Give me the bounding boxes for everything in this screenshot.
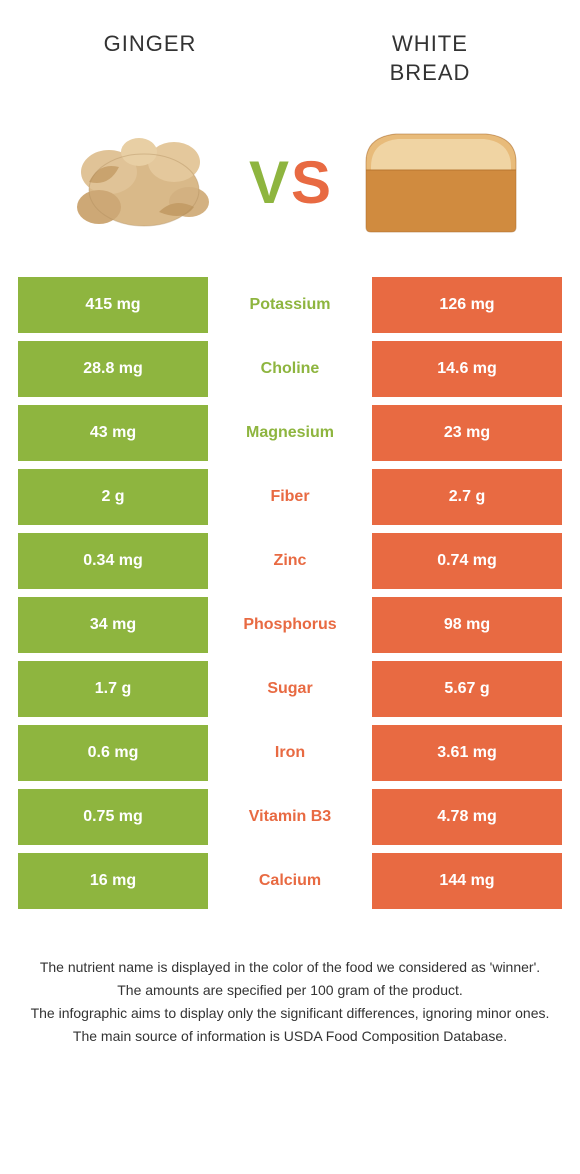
left-value: 0.34 mg	[18, 533, 208, 589]
table-row: 1.7 gSugar5.67 g	[18, 661, 562, 717]
footer-line-1: The nutrient name is displayed in the co…	[28, 957, 552, 978]
left-value: 0.75 mg	[18, 789, 208, 845]
right-food-title: WHITEBREAD	[330, 30, 530, 87]
right-value: 98 mg	[372, 597, 562, 653]
left-value: 415 mg	[18, 277, 208, 333]
table-row: 0.6 mgIron3.61 mg	[18, 725, 562, 781]
images-row: V S	[0, 97, 580, 277]
ginger-image	[39, 107, 239, 257]
right-value: 126 mg	[372, 277, 562, 333]
bread-image	[341, 107, 541, 257]
footer-notes: The nutrient name is displayed in the co…	[0, 917, 580, 1047]
table-row: 34 mgPhosphorus98 mg	[18, 597, 562, 653]
vs-v: V	[249, 148, 289, 217]
nutrient-name: Fiber	[208, 469, 372, 525]
table-row: 415 mgPotassium126 mg	[18, 277, 562, 333]
left-value: 1.7 g	[18, 661, 208, 717]
nutrient-name: Vitamin B3	[208, 789, 372, 845]
right-value: 0.74 mg	[372, 533, 562, 589]
nutrient-name: Calcium	[208, 853, 372, 909]
right-value: 14.6 mg	[372, 341, 562, 397]
table-row: 16 mgCalcium144 mg	[18, 853, 562, 909]
nutrient-name: Potassium	[208, 277, 372, 333]
nutrient-name: Choline	[208, 341, 372, 397]
table-row: 2 gFiber2.7 g	[18, 469, 562, 525]
nutrient-name: Zinc	[208, 533, 372, 589]
table-row: 43 mgMagnesium23 mg	[18, 405, 562, 461]
nutrient-table: 415 mgPotassium126 mg 28.8 mgCholine14.6 …	[0, 277, 580, 909]
left-food-title: GINGER	[50, 30, 250, 87]
nutrient-name: Sugar	[208, 661, 372, 717]
nutrient-name: Phosphorus	[208, 597, 372, 653]
footer-line-4: The main source of information is USDA F…	[28, 1026, 552, 1047]
nutrient-name: Magnesium	[208, 405, 372, 461]
right-value: 2.7 g	[372, 469, 562, 525]
right-value: 144 mg	[372, 853, 562, 909]
right-value: 23 mg	[372, 405, 562, 461]
left-value: 43 mg	[18, 405, 208, 461]
footer-line-3: The infographic aims to display only the…	[28, 1003, 552, 1024]
header: GINGER WHITEBREAD	[0, 0, 580, 97]
footer-line-2: The amounts are specified per 100 gram o…	[28, 980, 552, 1001]
table-row: 0.75 mgVitamin B34.78 mg	[18, 789, 562, 845]
right-value: 3.61 mg	[372, 725, 562, 781]
right-value: 4.78 mg	[372, 789, 562, 845]
table-row: 28.8 mgCholine14.6 mg	[18, 341, 562, 397]
vs-s: S	[291, 148, 331, 217]
left-value: 16 mg	[18, 853, 208, 909]
vs-text: V S	[249, 148, 331, 217]
right-value: 5.67 g	[372, 661, 562, 717]
left-value: 0.6 mg	[18, 725, 208, 781]
left-value: 2 g	[18, 469, 208, 525]
table-row: 0.34 mgZinc0.74 mg	[18, 533, 562, 589]
left-value: 34 mg	[18, 597, 208, 653]
nutrient-name: Iron	[208, 725, 372, 781]
left-value: 28.8 mg	[18, 341, 208, 397]
